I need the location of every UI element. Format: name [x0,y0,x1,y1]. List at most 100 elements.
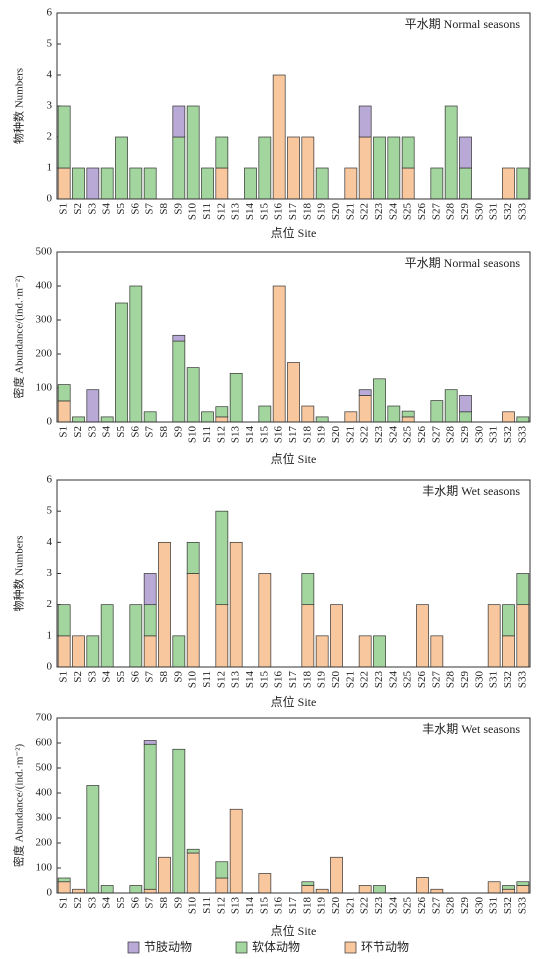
x-tick-label: S25 [402,671,414,689]
bar-segment [430,167,444,200]
bar-segment [516,885,530,894]
bar-segment [172,334,186,342]
x-tick-label: S10 [187,897,199,915]
bar-segment [430,400,444,423]
bar-segment [100,416,114,423]
bar-segment [430,888,444,894]
bar-segment [373,885,386,894]
bar-segment [301,136,315,200]
x-tick-label: S7 [144,897,156,909]
x-tick-label: S4 [101,426,113,438]
bar-segment [416,604,429,668]
x-axis-label: 点位 Site [271,451,317,466]
x-tick-label: S29 [459,897,471,915]
bar-segment [186,848,200,854]
x-tick-label: S10 [187,203,199,221]
x-tick-label: S20 [330,203,342,221]
bar-segment [129,285,143,423]
legend-label: 软体动物 [252,940,300,954]
x-tick-label: S13 [230,897,242,915]
x-tick-label: S22 [359,671,371,688]
x-tick-label: S28 [445,426,457,444]
bar-segment [57,635,71,668]
bar-segment [143,411,157,423]
bar-segment [258,405,272,423]
x-tick-label: S12 [215,203,227,220]
bar-segment [129,604,143,668]
y-tick-label: 0 [47,193,53,205]
x-tick-label: S15 [258,671,270,689]
x-tick-label: S26 [416,671,428,689]
x-tick-label: S25 [402,897,414,915]
bar-segment [315,167,329,200]
x-tick-label: S23 [373,203,385,221]
bar-segment [229,373,243,423]
plot-frame [56,717,531,894]
y-axis-label: 物种数 Numbers [12,68,26,144]
y-tick-label: 1 [47,629,53,641]
x-tick-label: S10 [187,671,199,689]
x-tick-label: S6 [129,203,141,215]
legend-swatch [127,941,140,954]
y-tick-label: 5 [47,38,53,50]
x-tick-label: S12 [215,671,227,688]
x-tick-label: S1 [58,671,70,683]
x-tick-label: S18 [301,897,313,915]
x-tick-label: S8 [158,203,170,215]
x-tick-label: S31 [488,897,500,914]
x-tick-label: S27 [430,671,442,689]
bar-segment [444,389,458,423]
x-tick-label: S19 [316,426,328,444]
chart-title: 丰水期 Wet seasons [422,722,520,736]
x-tick-label: S16 [273,897,285,915]
bar-segment [502,888,515,894]
x-tick-label: S15 [258,426,270,444]
x-tick-label: S28 [445,203,457,221]
y-tick-label: 300 [36,314,53,326]
bar-segment [401,167,415,200]
x-tick-label: S5 [115,203,127,215]
x-tick-label: S17 [287,671,299,689]
x-tick-label: S13 [230,671,242,689]
bar-segment [186,852,200,894]
y-tick-label: 400 [36,280,53,292]
bar-segment [115,302,128,423]
y-tick-label: 1 [47,162,53,174]
x-tick-label: S1 [58,426,70,438]
x-tick-label: S24 [387,671,399,689]
bar-segment [229,808,243,894]
x-tick-label: S23 [373,426,385,444]
x-axis-label: 点位 Site [271,923,317,938]
y-tick-label: 100 [36,862,53,874]
bar-segment [158,856,171,894]
y-axis-label: 密度 Abundance/(ind.·m⁻²) [12,743,26,867]
x-tick-label: S5 [115,897,127,909]
x-tick-label: S8 [158,671,170,683]
bar-segment [215,861,229,879]
bar-segment [172,748,186,894]
x-tick-label: S23 [373,897,385,915]
bar-segment [401,410,415,418]
x-tick-label: S31 [488,203,500,220]
bar-segment [502,885,515,890]
bar-segment [86,785,100,894]
bar-segment [143,167,157,200]
bar-segment [301,881,315,886]
x-tick-label: S16 [273,671,285,689]
bar-segment [287,362,300,423]
bar-segment [201,167,214,200]
x-tick-label: S32 [502,897,514,914]
bar-segment [358,885,372,894]
bar-segment [416,877,429,894]
y-tick-label: 200 [36,348,53,360]
bar-segment [115,136,128,200]
x-tick-label: S19 [316,897,328,915]
x-tick-label: S20 [330,671,342,689]
bar-segment [258,573,272,668]
x-tick-label: S9 [172,426,184,438]
bar-segment [72,416,85,423]
bar-segment [487,881,501,894]
x-tick-label: S11 [201,426,213,443]
y-tick-label: 500 [36,762,53,774]
